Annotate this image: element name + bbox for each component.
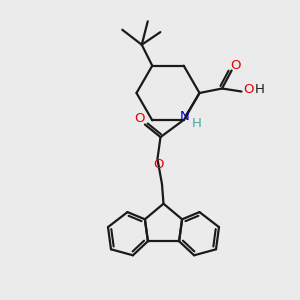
Text: O: O	[135, 112, 145, 125]
Text: H: H	[255, 82, 264, 96]
Text: N: N	[180, 110, 189, 124]
Text: H: H	[192, 117, 201, 130]
Text: O: O	[154, 158, 164, 171]
Text: O: O	[243, 82, 253, 96]
Text: O: O	[230, 59, 241, 72]
